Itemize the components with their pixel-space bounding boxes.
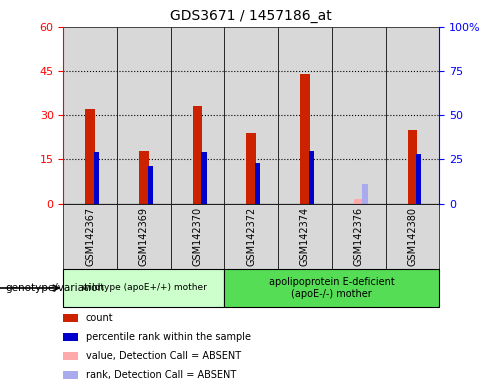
Text: count: count	[86, 313, 114, 323]
Bar	[386, 204, 439, 269]
Text: rank, Detection Call = ABSENT: rank, Detection Call = ABSENT	[86, 370, 236, 380]
Text: GSM142376: GSM142376	[354, 207, 364, 266]
Bar	[63, 352, 79, 360]
Text: genotype/variation: genotype/variation	[5, 283, 104, 293]
Bar	[139, 151, 149, 204]
Bar	[224, 27, 278, 204]
Text: wildtype (apoE+/+) mother: wildtype (apoE+/+) mother	[81, 283, 206, 293]
Bar	[63, 333, 79, 341]
Text: GSM142380: GSM142380	[407, 207, 417, 266]
Text: percentile rank within the sample: percentile rank within the sample	[86, 332, 251, 342]
Bar	[94, 152, 100, 204]
Bar	[85, 109, 95, 204]
Bar	[309, 151, 314, 204]
Bar	[63, 27, 117, 204]
Bar	[171, 204, 224, 269]
Bar	[202, 152, 207, 204]
Text: value, Detection Call = ABSENT: value, Detection Call = ABSENT	[86, 351, 241, 361]
Text: apolipoprotein E-deficient
(apoE-/-) mother: apolipoprotein E-deficient (apoE-/-) mot…	[269, 277, 395, 299]
Bar	[354, 199, 364, 204]
Bar	[63, 314, 79, 322]
Text: GSM142372: GSM142372	[246, 207, 256, 266]
Bar	[278, 204, 332, 269]
Bar	[171, 27, 224, 204]
Title: GDS3671 / 1457186_at: GDS3671 / 1457186_at	[170, 9, 332, 23]
Text: GSM142374: GSM142374	[300, 207, 310, 266]
Text: GSM142369: GSM142369	[139, 207, 149, 266]
Bar	[63, 269, 224, 307]
Bar	[416, 154, 422, 204]
Bar	[148, 166, 153, 204]
Bar	[63, 204, 117, 269]
Bar	[332, 27, 386, 204]
Bar	[224, 204, 278, 269]
Text: GSM142370: GSM142370	[193, 207, 203, 266]
Bar	[117, 204, 171, 269]
Bar	[246, 133, 256, 204]
Bar	[278, 27, 332, 204]
Bar	[224, 269, 439, 307]
Bar	[63, 371, 79, 379]
Bar	[407, 130, 417, 204]
Bar	[300, 74, 310, 204]
Bar	[117, 27, 171, 204]
Bar	[193, 106, 203, 204]
Bar	[255, 163, 261, 204]
Bar	[332, 204, 386, 269]
Bar	[363, 184, 368, 204]
Text: GSM142367: GSM142367	[85, 207, 95, 266]
Bar	[386, 27, 439, 204]
